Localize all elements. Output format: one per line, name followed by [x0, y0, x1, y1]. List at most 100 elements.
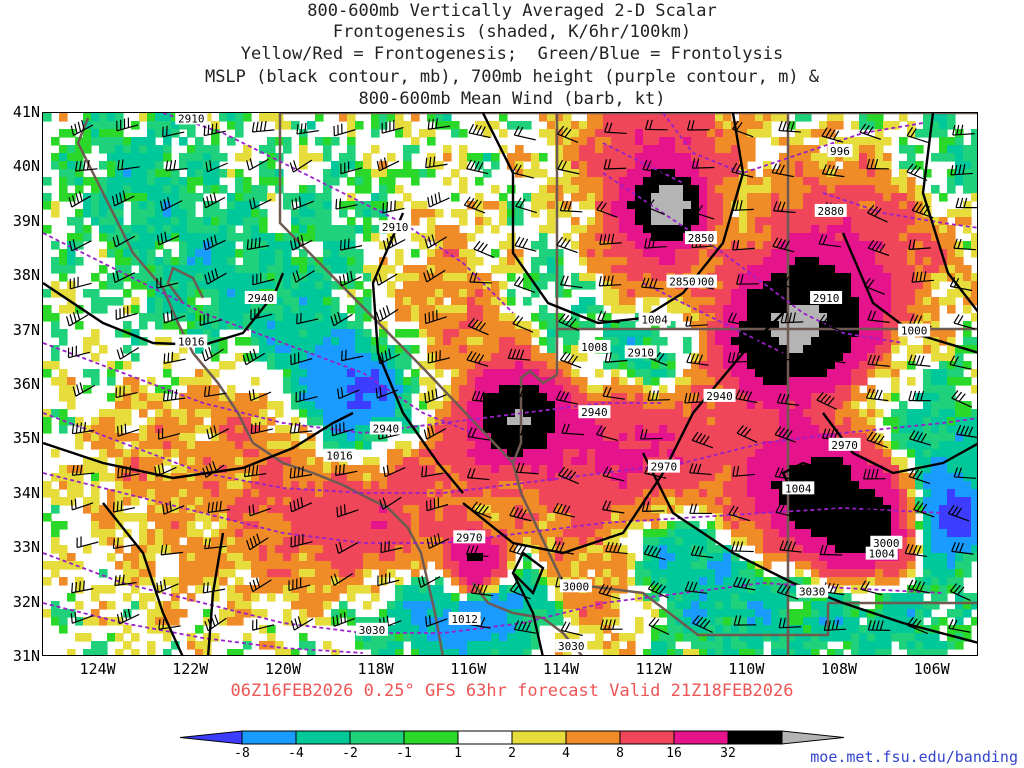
shade-cell — [203, 337, 212, 346]
shade-cell — [571, 369, 580, 378]
shade-cell — [451, 313, 460, 322]
shade-cell — [611, 321, 620, 330]
shade-cell — [819, 449, 828, 458]
shade-cell — [283, 449, 292, 458]
shade-cell — [819, 369, 828, 378]
shade-cell — [107, 409, 116, 418]
shade-cell — [731, 289, 740, 298]
shade-cell — [723, 249, 732, 258]
shade-cell — [531, 401, 540, 410]
shade-cell — [371, 417, 380, 426]
shade-cell — [731, 337, 740, 346]
shade-cell — [227, 321, 236, 330]
shade-cell — [827, 249, 836, 258]
shade-cell — [259, 457, 268, 466]
shade-cell — [187, 489, 196, 498]
shade-cell — [667, 249, 676, 258]
shade-cell — [243, 217, 252, 226]
shade-cell — [131, 497, 140, 506]
shade-cell — [507, 377, 516, 386]
shade-cell — [123, 161, 132, 170]
shade-cell — [563, 401, 572, 410]
shade-cell — [507, 409, 516, 418]
shade-cell — [747, 137, 756, 146]
shade-cell — [587, 433, 596, 442]
shade-cell — [723, 161, 732, 170]
shade-cell — [571, 417, 580, 426]
shade-cell — [891, 273, 900, 282]
shade-cell — [635, 177, 644, 186]
shade-cell — [155, 537, 164, 546]
shade-cell — [795, 193, 804, 202]
shade-cell — [651, 393, 660, 402]
shade-cell — [331, 265, 340, 274]
shade-cell — [379, 185, 388, 194]
shade-cell — [339, 113, 348, 122]
shade-cell — [427, 361, 436, 370]
shade-cell — [267, 513, 276, 522]
shade-cell — [931, 417, 940, 426]
shade-cell — [547, 177, 556, 186]
shade-cell — [243, 521, 252, 530]
shade-cell — [267, 329, 276, 338]
shade-cell — [307, 473, 316, 482]
shade-cell — [827, 457, 836, 466]
shade-cell — [659, 177, 668, 186]
shade-cell — [891, 201, 900, 210]
shade-cell — [507, 441, 516, 450]
shade-cell — [235, 433, 244, 442]
shade-cell — [427, 233, 436, 242]
shade-cell — [867, 473, 876, 482]
shade-cell — [251, 481, 260, 490]
shade-cell — [819, 241, 828, 250]
shade-cell — [187, 249, 196, 258]
shade-cell — [755, 321, 764, 330]
shade-cell — [419, 377, 428, 386]
shade-cell — [139, 153, 148, 162]
shade-cell — [163, 337, 172, 346]
shade-cell — [459, 513, 468, 522]
shade-cell — [115, 153, 124, 162]
shade-cell — [755, 441, 764, 450]
shade-cell — [595, 129, 604, 138]
shade-cell — [155, 177, 164, 186]
shade-cell — [427, 401, 436, 410]
shade-cell — [363, 353, 372, 362]
shade-cell — [299, 529, 308, 538]
shade-cell — [275, 465, 284, 474]
shade-cell — [299, 521, 308, 530]
shade-cell — [299, 289, 308, 298]
shade-cell — [803, 409, 812, 418]
shade-cell — [675, 449, 684, 458]
shade-cell — [699, 481, 708, 490]
shade-cell — [851, 433, 860, 442]
shade-cell — [619, 121, 628, 130]
shade-cell — [267, 265, 276, 274]
shade-cell — [867, 529, 876, 538]
shade-cell — [331, 169, 340, 178]
shade-cell — [371, 169, 380, 178]
shade-cell — [211, 281, 220, 290]
shade-cell — [299, 297, 308, 306]
shade-cell — [923, 113, 932, 122]
shade-cell — [355, 473, 364, 482]
shade-cell — [243, 233, 252, 242]
shade-cell — [859, 449, 868, 458]
shade-cell — [723, 353, 732, 362]
shade-cell — [411, 449, 420, 458]
shade-cell — [147, 425, 156, 434]
shade-cell — [363, 393, 372, 402]
shade-cell — [227, 401, 236, 410]
shade-cell — [891, 177, 900, 186]
shade-cell — [75, 169, 84, 178]
shade-cell — [787, 185, 796, 194]
shade-cell — [875, 505, 884, 514]
shade-cell — [835, 433, 844, 442]
shade-cell — [851, 385, 860, 394]
shade-cell — [411, 233, 420, 242]
shade-cell — [243, 441, 252, 450]
shade-cell — [699, 329, 708, 338]
shade-cell — [187, 433, 196, 442]
shade-cell — [459, 457, 468, 466]
shade-cell — [147, 401, 156, 410]
